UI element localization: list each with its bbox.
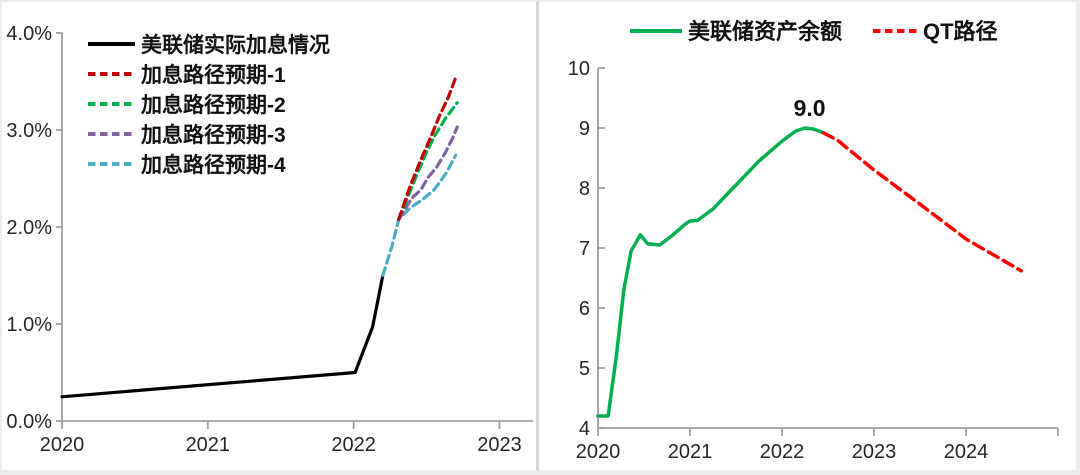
series-path2-line xyxy=(397,101,459,221)
y-tick-label: 0.0% xyxy=(6,411,52,433)
y-tick-label: 1.0% xyxy=(6,314,52,336)
y-tick-label: 7 xyxy=(579,238,590,260)
x-tick-label: 2024 xyxy=(944,441,989,463)
y-tick-label: 9 xyxy=(579,118,590,140)
panel-divider xyxy=(536,0,539,475)
balance-sheet-chart: 2020 2021 2022 2023 2024 4 5 6 7 8 9 10 9.0 美联储资产余额 QT… xyxy=(568,19,1059,463)
x-tick-label: 2022 xyxy=(331,434,376,456)
peak-value-label: 9.0 xyxy=(794,95,826,121)
series-qt-line xyxy=(821,131,1023,273)
x-tick-label: 2023 xyxy=(477,434,522,456)
y-tick-label: 5 xyxy=(579,358,590,380)
y-tick-label: 3.0% xyxy=(6,120,52,142)
y-tick-label: 4 xyxy=(579,418,590,440)
x-tick-label: 2020 xyxy=(576,441,621,463)
x-tick-label: 2020 xyxy=(40,434,85,456)
series-path4-line xyxy=(381,153,458,278)
y-tick-label: 6 xyxy=(579,298,590,320)
legend-label-path4: 加息路径预期-4 xyxy=(140,153,286,177)
legend-label-balance: 美联储资产余额 xyxy=(688,19,842,44)
x-tick-label: 2021 xyxy=(186,434,231,456)
x-tick-label: 2021 xyxy=(668,441,713,463)
legend-label-path2: 加息路径预期-2 xyxy=(140,93,286,117)
legend-label-actual: 美联储实际加息情况 xyxy=(141,33,330,57)
legend-label-path1: 加息路径预期-1 xyxy=(140,63,286,87)
y-tick-label: 2.0% xyxy=(6,217,52,239)
x-tick-label: 2023 xyxy=(852,441,897,463)
series-path1-line xyxy=(397,75,458,221)
series-path3-line xyxy=(397,125,459,221)
y-tick-label: 10 xyxy=(568,58,590,80)
balance-sheet-chart-panel: 2020 2021 2022 2023 2024 4 5 6 7 8 9 10 9.0 美联储资产余额 QT… xyxy=(540,0,1080,475)
y-tick-label: 4.0% xyxy=(6,23,52,45)
rate-hike-chart: 2020 2021 2022 2023 0.0% 1.0% 2.0% 3.0% 4.0% 美联储实… xyxy=(6,23,533,456)
y-tick-label: 8 xyxy=(579,178,590,200)
series-balance-line xyxy=(596,126,826,418)
legend-label-path3: 加息路径预期-3 xyxy=(140,123,286,147)
series-actual-line xyxy=(60,273,385,399)
rate-hike-chart-panel: 2020 2021 2022 2023 0.0% 1.0% 2.0% 3.0% 4.0% 美联储实… xyxy=(6,23,533,456)
x-tick-label: 2022 xyxy=(760,441,805,463)
legend-label-qt: QT路径 xyxy=(923,19,998,44)
